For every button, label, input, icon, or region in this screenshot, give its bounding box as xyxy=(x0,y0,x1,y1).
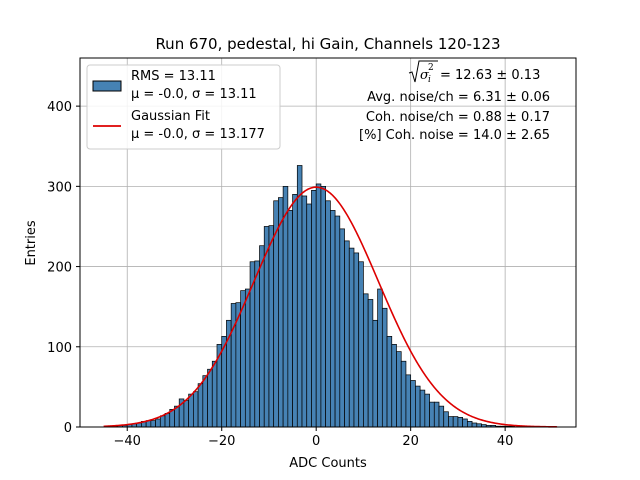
histogram-bar xyxy=(244,288,251,428)
histogram-bar xyxy=(367,299,374,428)
legend-bar-label-line2: μ = -0.0, σ = 13.11 xyxy=(131,87,257,102)
histogram-bar xyxy=(410,380,416,428)
gaussian-fit-line xyxy=(103,186,558,428)
x-tick-label: −20 xyxy=(208,434,235,449)
histogram-bar xyxy=(230,303,237,428)
histogram-bar xyxy=(452,416,459,428)
svg-text:i: i xyxy=(428,75,431,85)
legend-fit-label-line1: Gaussian Fit xyxy=(131,109,210,124)
histogram-bar xyxy=(377,288,383,428)
histogram-bar xyxy=(159,415,166,428)
histogram-bar xyxy=(405,374,412,428)
annotation-coh-noise-percent: [%] Coh. noise = 14.0 ± 2.65 xyxy=(359,128,550,143)
x-axis-label: ADC Counts xyxy=(289,456,367,471)
svg-text:σ: σ xyxy=(420,68,430,83)
histogram-bar xyxy=(306,203,312,428)
y-tick-label: 400 xyxy=(47,100,72,115)
histogram-bar xyxy=(448,416,454,428)
sqrt-sigma-squared-symbol: σ 2 i xyxy=(408,60,438,85)
histogram-bar xyxy=(467,421,473,428)
histogram-bar xyxy=(400,360,407,428)
histogram-bar xyxy=(207,368,213,428)
histogram-bar xyxy=(358,261,364,428)
histogram-bar xyxy=(419,389,426,428)
histogram-bar xyxy=(164,413,171,428)
histogram-bar xyxy=(381,307,388,428)
histogram-bar xyxy=(193,391,199,428)
histogram-bar xyxy=(348,247,355,428)
histogram-bar xyxy=(462,418,468,428)
x-tick-label: 0 xyxy=(312,434,320,449)
histogram-bar xyxy=(325,200,331,428)
histogram-bar xyxy=(344,240,350,428)
y-tick-label: 300 xyxy=(47,180,72,195)
y-axis-ticks: 0 100 200 300 400 xyxy=(47,100,80,436)
legend-bar-swatch xyxy=(92,80,122,92)
histogram-bar xyxy=(391,344,397,428)
histogram-bar xyxy=(282,185,289,428)
histogram-bar xyxy=(339,228,345,428)
legend-fit-label-line2: μ = -0.0, σ = 13.177 xyxy=(131,127,265,142)
annotation-total-noise: = 12.63 ± 0.13 xyxy=(440,68,540,83)
noise-annotations: σ 2 i = 12.63 ± 0.13 Avg. noise/ch = 6.3… xyxy=(359,60,550,143)
histogram-bar xyxy=(315,183,322,428)
histogram-bar xyxy=(471,422,478,428)
histogram-bar xyxy=(155,418,161,428)
histogram-bar xyxy=(211,360,218,428)
histogram-bar xyxy=(278,197,284,428)
legend-box xyxy=(86,64,281,150)
x-tick-label: −40 xyxy=(114,434,141,449)
x-tick-label: 20 xyxy=(402,434,419,449)
histogram-bar xyxy=(415,385,421,428)
histogram-bar xyxy=(438,405,445,428)
histogram-bar xyxy=(396,351,402,428)
histogram-bar xyxy=(254,260,260,428)
y-tick-label: 200 xyxy=(47,261,72,276)
histogram-bar xyxy=(334,215,341,428)
histogram-bar xyxy=(443,411,449,428)
histogram-bar xyxy=(296,165,303,428)
y-axis-label: Entries xyxy=(24,220,39,266)
histogram-bar xyxy=(183,400,189,428)
histogram-bar xyxy=(330,210,336,428)
histogram-bar xyxy=(259,245,265,428)
histogram-bar xyxy=(363,293,369,428)
histogram-bar xyxy=(188,393,194,428)
annotation-avg-noise: Avg. noise/ch = 6.31 ± 0.06 xyxy=(367,90,550,105)
annotation-coh-noise: Coh. noise/ch = 0.88 ± 0.17 xyxy=(366,110,550,125)
histogram-bar xyxy=(268,225,275,428)
histogram-bar xyxy=(320,185,326,428)
histogram-bar xyxy=(429,401,435,428)
histogram-bar xyxy=(353,252,360,428)
histogram-bar xyxy=(372,319,378,428)
x-axis-ticks: −40 −20 0 20 40 xyxy=(114,427,514,449)
x-tick-label: 40 xyxy=(497,434,514,449)
svg-text:2: 2 xyxy=(428,63,434,73)
histogram-bar xyxy=(424,393,430,428)
histogram-bar xyxy=(292,194,298,428)
y-tick-label: 100 xyxy=(47,341,72,356)
histogram-bar xyxy=(386,336,393,428)
histogram-bar xyxy=(150,420,156,428)
histogram-bar xyxy=(311,190,317,428)
histogram-bar xyxy=(433,401,440,428)
histogram-bar xyxy=(202,375,208,428)
histogram-bar xyxy=(301,195,308,428)
chart-title: Run 670, pedestal, hi Gain, Channels 120… xyxy=(155,35,500,53)
legend: RMS = 13.11 μ = -0.0, σ = 13.11 Gaussian… xyxy=(86,64,281,150)
histogram-bar xyxy=(197,383,204,428)
histogram-bar xyxy=(287,210,293,428)
histogram-bar xyxy=(457,417,463,428)
y-tick-label: 0 xyxy=(64,421,72,436)
plot-frame xyxy=(79,57,577,428)
legend-bar-label-line1: RMS = 13.11 xyxy=(131,69,216,84)
